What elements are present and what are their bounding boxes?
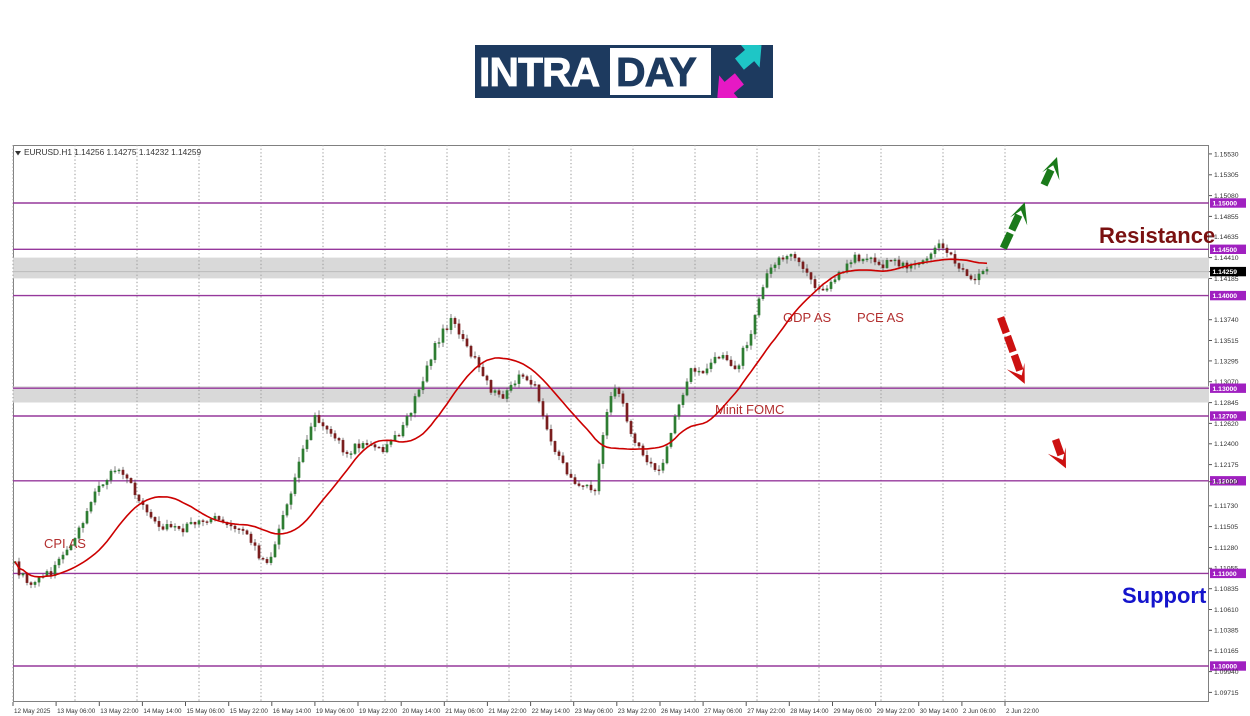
svg-text:2 Jun 06:00: 2 Jun 06:00 (963, 708, 996, 715)
svg-text:1.13000: 1.13000 (1213, 386, 1238, 393)
svg-text:1.13295: 1.13295 (1214, 358, 1239, 365)
svg-text:1.13515: 1.13515 (1214, 338, 1239, 345)
svg-text:2 Jun 22:00: 2 Jun 22:00 (1006, 708, 1039, 715)
svg-text:1.12400: 1.12400 (1214, 441, 1239, 448)
svg-text:21 May 22:00: 21 May 22:00 (488, 708, 527, 715)
svg-text:1.11055: 1.11055 (1214, 566, 1238, 573)
svg-text:16 May 14:00: 16 May 14:00 (273, 708, 312, 715)
svg-text:15 May 22:00: 15 May 22:00 (230, 708, 269, 715)
svg-text:21 May 06:00: 21 May 06:00 (445, 708, 484, 715)
svg-text:INTRA: INTRA (479, 49, 600, 95)
svg-text:1.10165: 1.10165 (1214, 648, 1239, 655)
svg-text:1.11000: 1.11000 (1213, 571, 1237, 578)
svg-text:1.12620: 1.12620 (1214, 421, 1239, 428)
svg-text:1.13070: 1.13070 (1214, 379, 1239, 386)
svg-text:13 May 22:00: 13 May 22:00 (100, 708, 139, 715)
svg-text:1.12845: 1.12845 (1214, 400, 1239, 407)
svg-text:1.13740: 1.13740 (1214, 317, 1239, 324)
svg-text:1.14855: 1.14855 (1214, 214, 1239, 221)
svg-text:1.10835: 1.10835 (1214, 586, 1239, 593)
svg-text:23 May 06:00: 23 May 06:00 (575, 708, 614, 715)
svg-text:19 May 22:00: 19 May 22:00 (359, 708, 398, 715)
svg-text:14 May 14:00: 14 May 14:00 (143, 708, 182, 715)
svg-text:1.11280: 1.11280 (1214, 545, 1238, 552)
svg-text:1.09940: 1.09940 (1214, 669, 1239, 676)
svg-text:28 May 14:00: 28 May 14:00 (790, 708, 829, 715)
svg-text:1.14259: 1.14259 (1214, 269, 1239, 276)
svg-text:20 May 14:00: 20 May 14:00 (402, 708, 441, 715)
svg-text:26 May 14:00: 26 May 14:00 (661, 708, 700, 715)
svg-text:13 May 06:00: 13 May 06:00 (57, 708, 96, 715)
svg-text:1.12175: 1.12175 (1214, 462, 1239, 469)
svg-text:1.10610: 1.10610 (1214, 607, 1239, 614)
svg-text:27 May 22:00: 27 May 22:00 (747, 708, 786, 715)
svg-text:1.15080: 1.15080 (1214, 193, 1239, 200)
svg-text:1.10000: 1.10000 (1213, 664, 1238, 671)
svg-text:23 May 22:00: 23 May 22:00 (618, 708, 657, 715)
svg-text:1.15530: 1.15530 (1214, 151, 1239, 158)
svg-text:12 May 2025: 12 May 2025 (14, 708, 51, 715)
svg-text:1.14500: 1.14500 (1213, 247, 1238, 254)
svg-text:1.14410: 1.14410 (1214, 255, 1239, 262)
svg-text:22 May 14:00: 22 May 14:00 (532, 708, 571, 715)
svg-text:1.11990: 1.11990 (1214, 479, 1238, 486)
svg-text:1.14259: 1.14259 (1213, 269, 1238, 276)
svg-text:1.12000: 1.12000 (1213, 478, 1238, 485)
svg-text:1.14185: 1.14185 (1214, 276, 1239, 283)
svg-text:30 May 14:00: 30 May 14:00 (920, 708, 959, 715)
svg-text:19 May 06:00: 19 May 06:00 (316, 708, 355, 715)
svg-text:1.15305: 1.15305 (1214, 172, 1239, 179)
svg-text:1.14635: 1.14635 (1214, 234, 1239, 241)
svg-text:1.11730: 1.11730 (1214, 503, 1238, 510)
svg-text:29 May 22:00: 29 May 22:00 (877, 708, 916, 715)
svg-text:1.09715: 1.09715 (1214, 690, 1239, 697)
svg-text:1.14000: 1.14000 (1213, 293, 1238, 300)
svg-text:DAY: DAY (616, 49, 696, 95)
svg-text:1.11505: 1.11505 (1214, 524, 1238, 531)
svg-text:1.10385: 1.10385 (1214, 628, 1239, 635)
svg-text:27 May 06:00: 27 May 06:00 (704, 708, 743, 715)
svg-text:29 May 06:00: 29 May 06:00 (834, 708, 873, 715)
svg-text:1.12700: 1.12700 (1213, 414, 1238, 421)
svg-text:1.15000: 1.15000 (1213, 201, 1238, 208)
svg-text:15 May 06:00: 15 May 06:00 (187, 708, 226, 715)
